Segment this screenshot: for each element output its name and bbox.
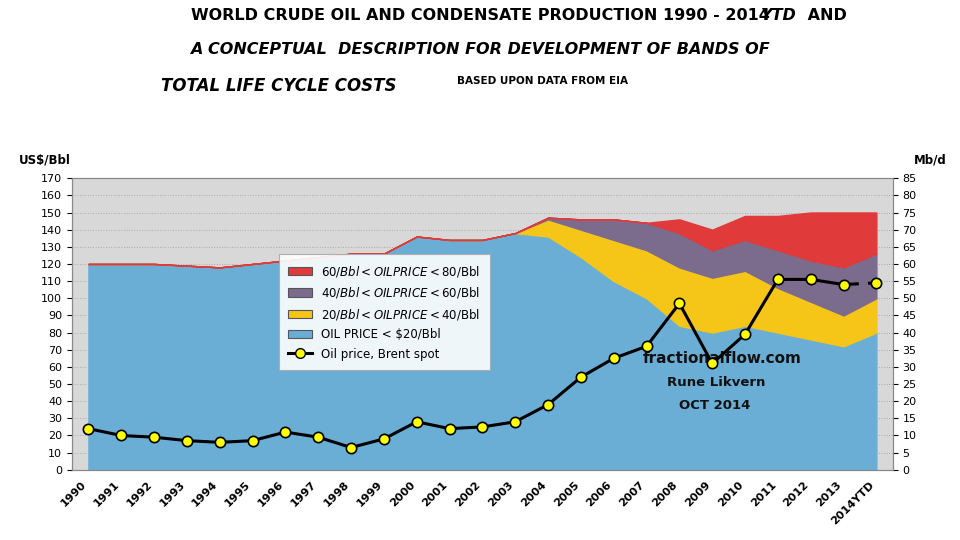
Point bbox=[376, 435, 392, 443]
Point bbox=[409, 417, 424, 426]
Text: WORLD CRUDE OIL AND CONDENSATE PRODUCTION 1990 - 2014: WORLD CRUDE OIL AND CONDENSATE PRODUCTIO… bbox=[191, 8, 769, 23]
Point bbox=[770, 275, 785, 284]
Text: Mb/d: Mb/d bbox=[913, 153, 947, 166]
Point bbox=[344, 443, 359, 452]
Legend: $60/Bbl < OIL PRICE < $80/Bbl, $40/Bbl < OIL PRICE < $60/Bbl, $20/Bbl < OIL PRIC: $60/Bbl < OIL PRICE < $80/Bbl, $40/Bbl <… bbox=[279, 254, 490, 370]
Point bbox=[475, 423, 491, 431]
Point bbox=[869, 279, 884, 287]
Point bbox=[277, 428, 293, 436]
Point bbox=[245, 436, 260, 445]
Point bbox=[311, 433, 326, 442]
Point bbox=[803, 275, 818, 284]
Point bbox=[672, 299, 687, 308]
Text: YTD: YTD bbox=[761, 8, 797, 23]
Point bbox=[836, 280, 852, 289]
Point bbox=[180, 436, 195, 445]
Text: AND: AND bbox=[802, 8, 847, 23]
Point bbox=[606, 354, 621, 363]
Point bbox=[508, 417, 523, 426]
Point bbox=[442, 424, 457, 433]
Point bbox=[81, 424, 96, 433]
Point bbox=[639, 342, 655, 350]
Text: fractionalflow.com: fractionalflow.com bbox=[642, 352, 802, 367]
Text: OCT 2014: OCT 2014 bbox=[680, 399, 751, 412]
Point bbox=[737, 330, 753, 339]
Text: A CONCEPTUAL  DESCRIPTION FOR DEVELOPMENT OF BANDS OF: A CONCEPTUAL DESCRIPTION FOR DEVELOPMENT… bbox=[190, 42, 770, 57]
Point bbox=[146, 433, 161, 442]
Text: BASED UPON DATA FROM EIA: BASED UPON DATA FROM EIA bbox=[457, 76, 628, 86]
Point bbox=[113, 431, 129, 440]
Text: Rune Likvern: Rune Likvern bbox=[667, 376, 765, 389]
Point bbox=[540, 400, 556, 409]
Point bbox=[705, 359, 720, 368]
Text: TOTAL LIFE CYCLE COSTS: TOTAL LIFE CYCLE COSTS bbox=[160, 77, 396, 94]
Text: US$/Bbl: US$/Bbl bbox=[18, 153, 70, 166]
Point bbox=[212, 438, 228, 447]
Point bbox=[573, 373, 588, 381]
